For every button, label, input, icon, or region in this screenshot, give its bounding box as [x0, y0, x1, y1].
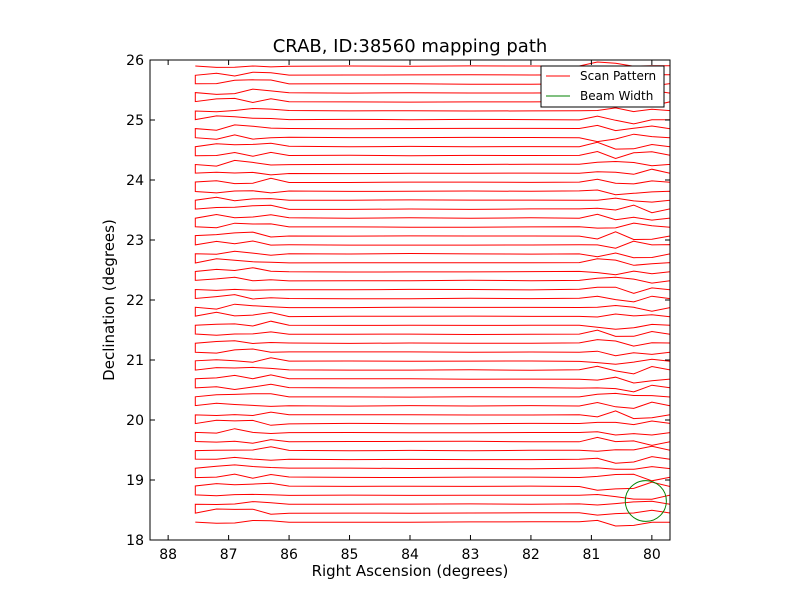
- x-tick-label: 80: [643, 547, 661, 563]
- legend-label-scan-pattern: Scan Pattern: [580, 69, 656, 83]
- x-axis-label: Right Ascension (degrees): [312, 562, 509, 580]
- beam-width-circle: [624, 480, 667, 522]
- y-tick-label: 19: [126, 473, 144, 489]
- plot-frame: [149, 59, 671, 541]
- y-axis-label: Declination (degrees): [100, 219, 118, 381]
- x-tick-label: 86: [280, 547, 298, 563]
- chart-title: CRAB, ID:38560 mapping path: [273, 36, 548, 57]
- y-tick-label: 24: [126, 173, 144, 189]
- y-tick-label: 21: [126, 353, 144, 369]
- scan-pattern-layer: [194, 61, 670, 527]
- legend: Scan Pattern Beam Width: [540, 65, 665, 108]
- x-tick-label: 85: [341, 547, 359, 563]
- beam-width-layer: [624, 480, 667, 522]
- y-tick-label: 25: [126, 113, 144, 129]
- ticks-layer: 88 87 86 85 84 83 82 81 80 18 19 20 21 22 23 24 25 26: [126, 53, 670, 563]
- legend-box: [540, 65, 665, 108]
- y-tick-label: 22: [126, 293, 144, 309]
- y-tick-label: 20: [126, 413, 144, 429]
- x-tick-label: 81: [582, 547, 600, 563]
- x-tick-label: 82: [522, 547, 540, 563]
- x-tick-label: 83: [462, 547, 480, 563]
- y-tick-label: 26: [126, 53, 144, 69]
- y-tick-label: 23: [126, 233, 144, 249]
- scan-pattern-line: [194, 61, 670, 527]
- x-tick-label: 88: [159, 547, 177, 563]
- x-tick-label: 87: [220, 547, 238, 563]
- y-tick-label: 18: [126, 533, 144, 549]
- legend-label-beam-width: Beam Width: [580, 89, 653, 103]
- x-tick-label: 84: [401, 547, 419, 563]
